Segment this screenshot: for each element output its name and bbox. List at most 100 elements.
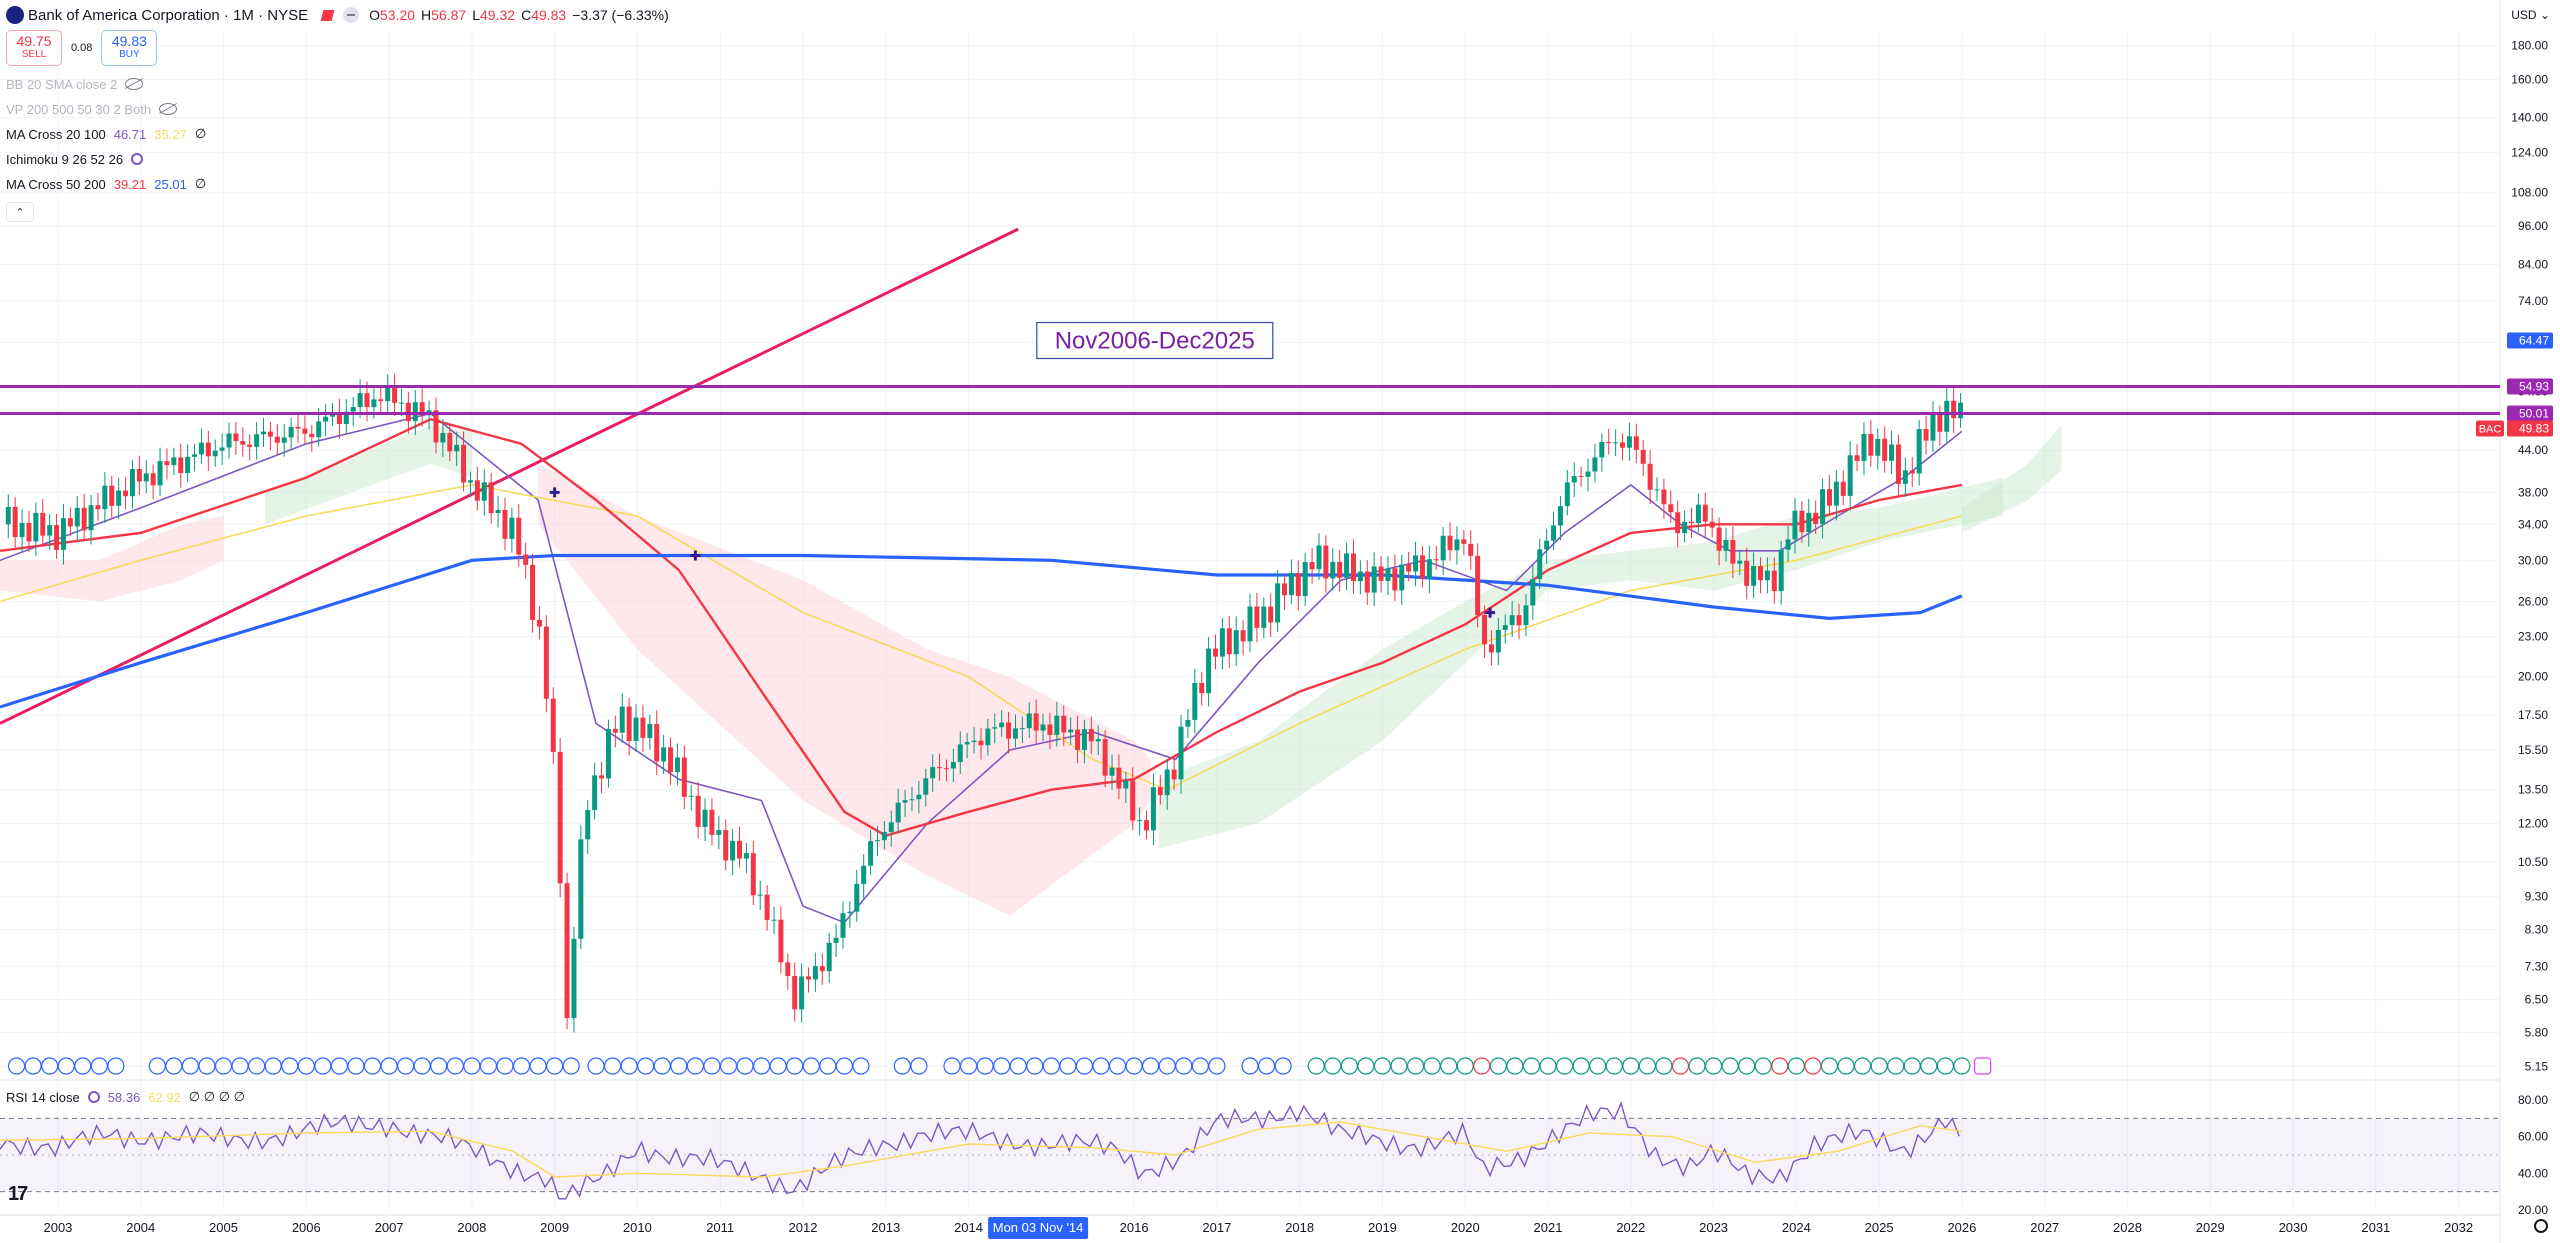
candle-body (1309, 562, 1315, 570)
ichimoku-cloud-bull (264, 425, 472, 525)
earnings-marker (1423, 1057, 1441, 1075)
dividend-marker (198, 1057, 216, 1075)
candle-body (1337, 561, 1343, 578)
candle-body (1288, 573, 1294, 596)
candle-body (868, 841, 874, 866)
time-tick-label: 2026 (1947, 1220, 1976, 1235)
candle-body (1240, 630, 1246, 642)
candle-body (1613, 442, 1619, 444)
candle-body (192, 454, 198, 457)
candle-body (185, 456, 191, 473)
indicator-ma-cross-20-100[interactable]: MA Cross 20 100 46.71 35.27 ∅ (6, 126, 207, 142)
earnings-marker (1887, 1057, 1905, 1075)
candle-body (1054, 715, 1060, 735)
dividend-marker (786, 1057, 804, 1075)
rsi-tick-label: 40.00 (2518, 1166, 2548, 1180)
candle-body (716, 830, 722, 835)
candle-body (1709, 521, 1715, 528)
candle-body (1095, 739, 1101, 742)
candle-body (1902, 470, 1908, 484)
crosshair-time-label (988, 1217, 1089, 1239)
candle-body (1889, 444, 1895, 461)
time-tick-label: 2017 (1202, 1220, 1231, 1235)
candle-body (771, 919, 777, 921)
earnings-marker (1506, 1057, 1524, 1075)
time-tick-label: 2025 (1865, 1220, 1894, 1235)
price-tick-label: 124.00 (2511, 146, 2548, 160)
loading-icon (87, 1091, 100, 1103)
earnings-marker (1473, 1057, 1491, 1075)
indicator-ichimoku[interactable]: Ichimoku 9 26 52 26 (6, 150, 144, 168)
dividend-marker (330, 1057, 349, 1075)
candle-body (626, 706, 632, 741)
sell-button[interactable]: 49.75 SELL (6, 30, 62, 66)
candle-body (1875, 438, 1881, 456)
data-status-icon[interactable] (343, 7, 360, 23)
hidden-eye-icon[interactable] (125, 78, 144, 90)
dividend-marker (719, 1057, 738, 1075)
candle-body (1668, 504, 1674, 513)
candle-body (840, 913, 846, 938)
candle-body (619, 706, 625, 733)
dividend-marker (1158, 1057, 1176, 1075)
candle-body (654, 724, 660, 762)
price-label-54.93 (2507, 378, 2553, 395)
candle-body (219, 447, 225, 451)
price-tick-label: 84.00 (2518, 257, 2548, 271)
currency-selector[interactable]: USD ⌄ (2511, 8, 2550, 22)
earnings-marker (1307, 1057, 1325, 1075)
candle-body (847, 911, 853, 914)
price-axis: 180.00 160.00 140.00 124.00 108.00 96.00 84.00… (2476, 39, 2553, 1074)
tradingview-logo-icon[interactable]: 17 (8, 1183, 28, 1205)
earnings-marker (1903, 1057, 1921, 1075)
candle-body (1447, 535, 1453, 551)
candle-body (874, 840, 880, 842)
crosshair-time-text: Mon 03 Nov '14 (993, 1220, 1084, 1235)
candle-body (1771, 570, 1777, 592)
candle-body (833, 937, 839, 943)
price-tick-label: 20.00 (2518, 670, 2548, 684)
buy-button[interactable]: 49.83 BUY (101, 30, 158, 66)
time-tick-label: 2020 (1451, 1220, 1480, 1235)
candle-body (67, 518, 73, 527)
dividend-marker (1026, 1057, 1044, 1075)
candle-body (1482, 615, 1488, 645)
settings-gear-icon[interactable] (2534, 1219, 2548, 1233)
candle-body (888, 822, 894, 832)
candle-body (999, 722, 1005, 728)
ichimoku-cloud-bear (538, 463, 1151, 916)
candle-body (1026, 713, 1032, 729)
indicator-vp[interactable]: VP 200 500 50 30 2 Both (6, 100, 178, 118)
annotation-text: Nov2006-Dec2025 (1055, 327, 1255, 354)
candle-body (1047, 724, 1053, 735)
candle-body (1606, 442, 1612, 444)
earnings-marker (1357, 1057, 1375, 1075)
candle-body (150, 473, 156, 486)
candle-body (805, 976, 811, 980)
indicator-ma-cross-50-200[interactable]: MA Cross 50 200 39.21 25.01 ∅ (6, 176, 207, 192)
rsi-legend[interactable]: RSI 14 close 58.36 62.92 ∅ ∅ ∅ ∅ (6, 1089, 245, 1105)
price-tick-label: 108.00 (2511, 185, 2548, 199)
candle-body (668, 747, 674, 773)
hidden-eye-icon[interactable] (159, 103, 178, 115)
dividend-marker (1175, 1057, 1193, 1075)
candle-body (1040, 724, 1046, 731)
time-tick-label: 2004 (126, 1220, 155, 1235)
candle-body (1916, 428, 1922, 474)
candle-body (343, 411, 349, 425)
earnings-marker (1936, 1057, 1954, 1075)
candle-body (930, 767, 936, 779)
candle-body (923, 778, 929, 795)
candle-body (895, 802, 901, 823)
candle-body (964, 742, 970, 745)
candle-body (357, 393, 363, 408)
time-tick-label: 2027 (2030, 1220, 2059, 1235)
candle-body (1199, 683, 1205, 694)
candle-body (1323, 545, 1329, 579)
collapse-legend-button[interactable]: ⌃ (6, 202, 34, 222)
symbol-title[interactable]: Bank of America Corporation · 1M · NYSE (28, 6, 309, 24)
earnings-marker (1456, 1057, 1474, 1075)
indicator-bb[interactable]: BB 20 SMA close 2 (6, 75, 144, 93)
earnings-marker (1572, 1057, 1590, 1075)
